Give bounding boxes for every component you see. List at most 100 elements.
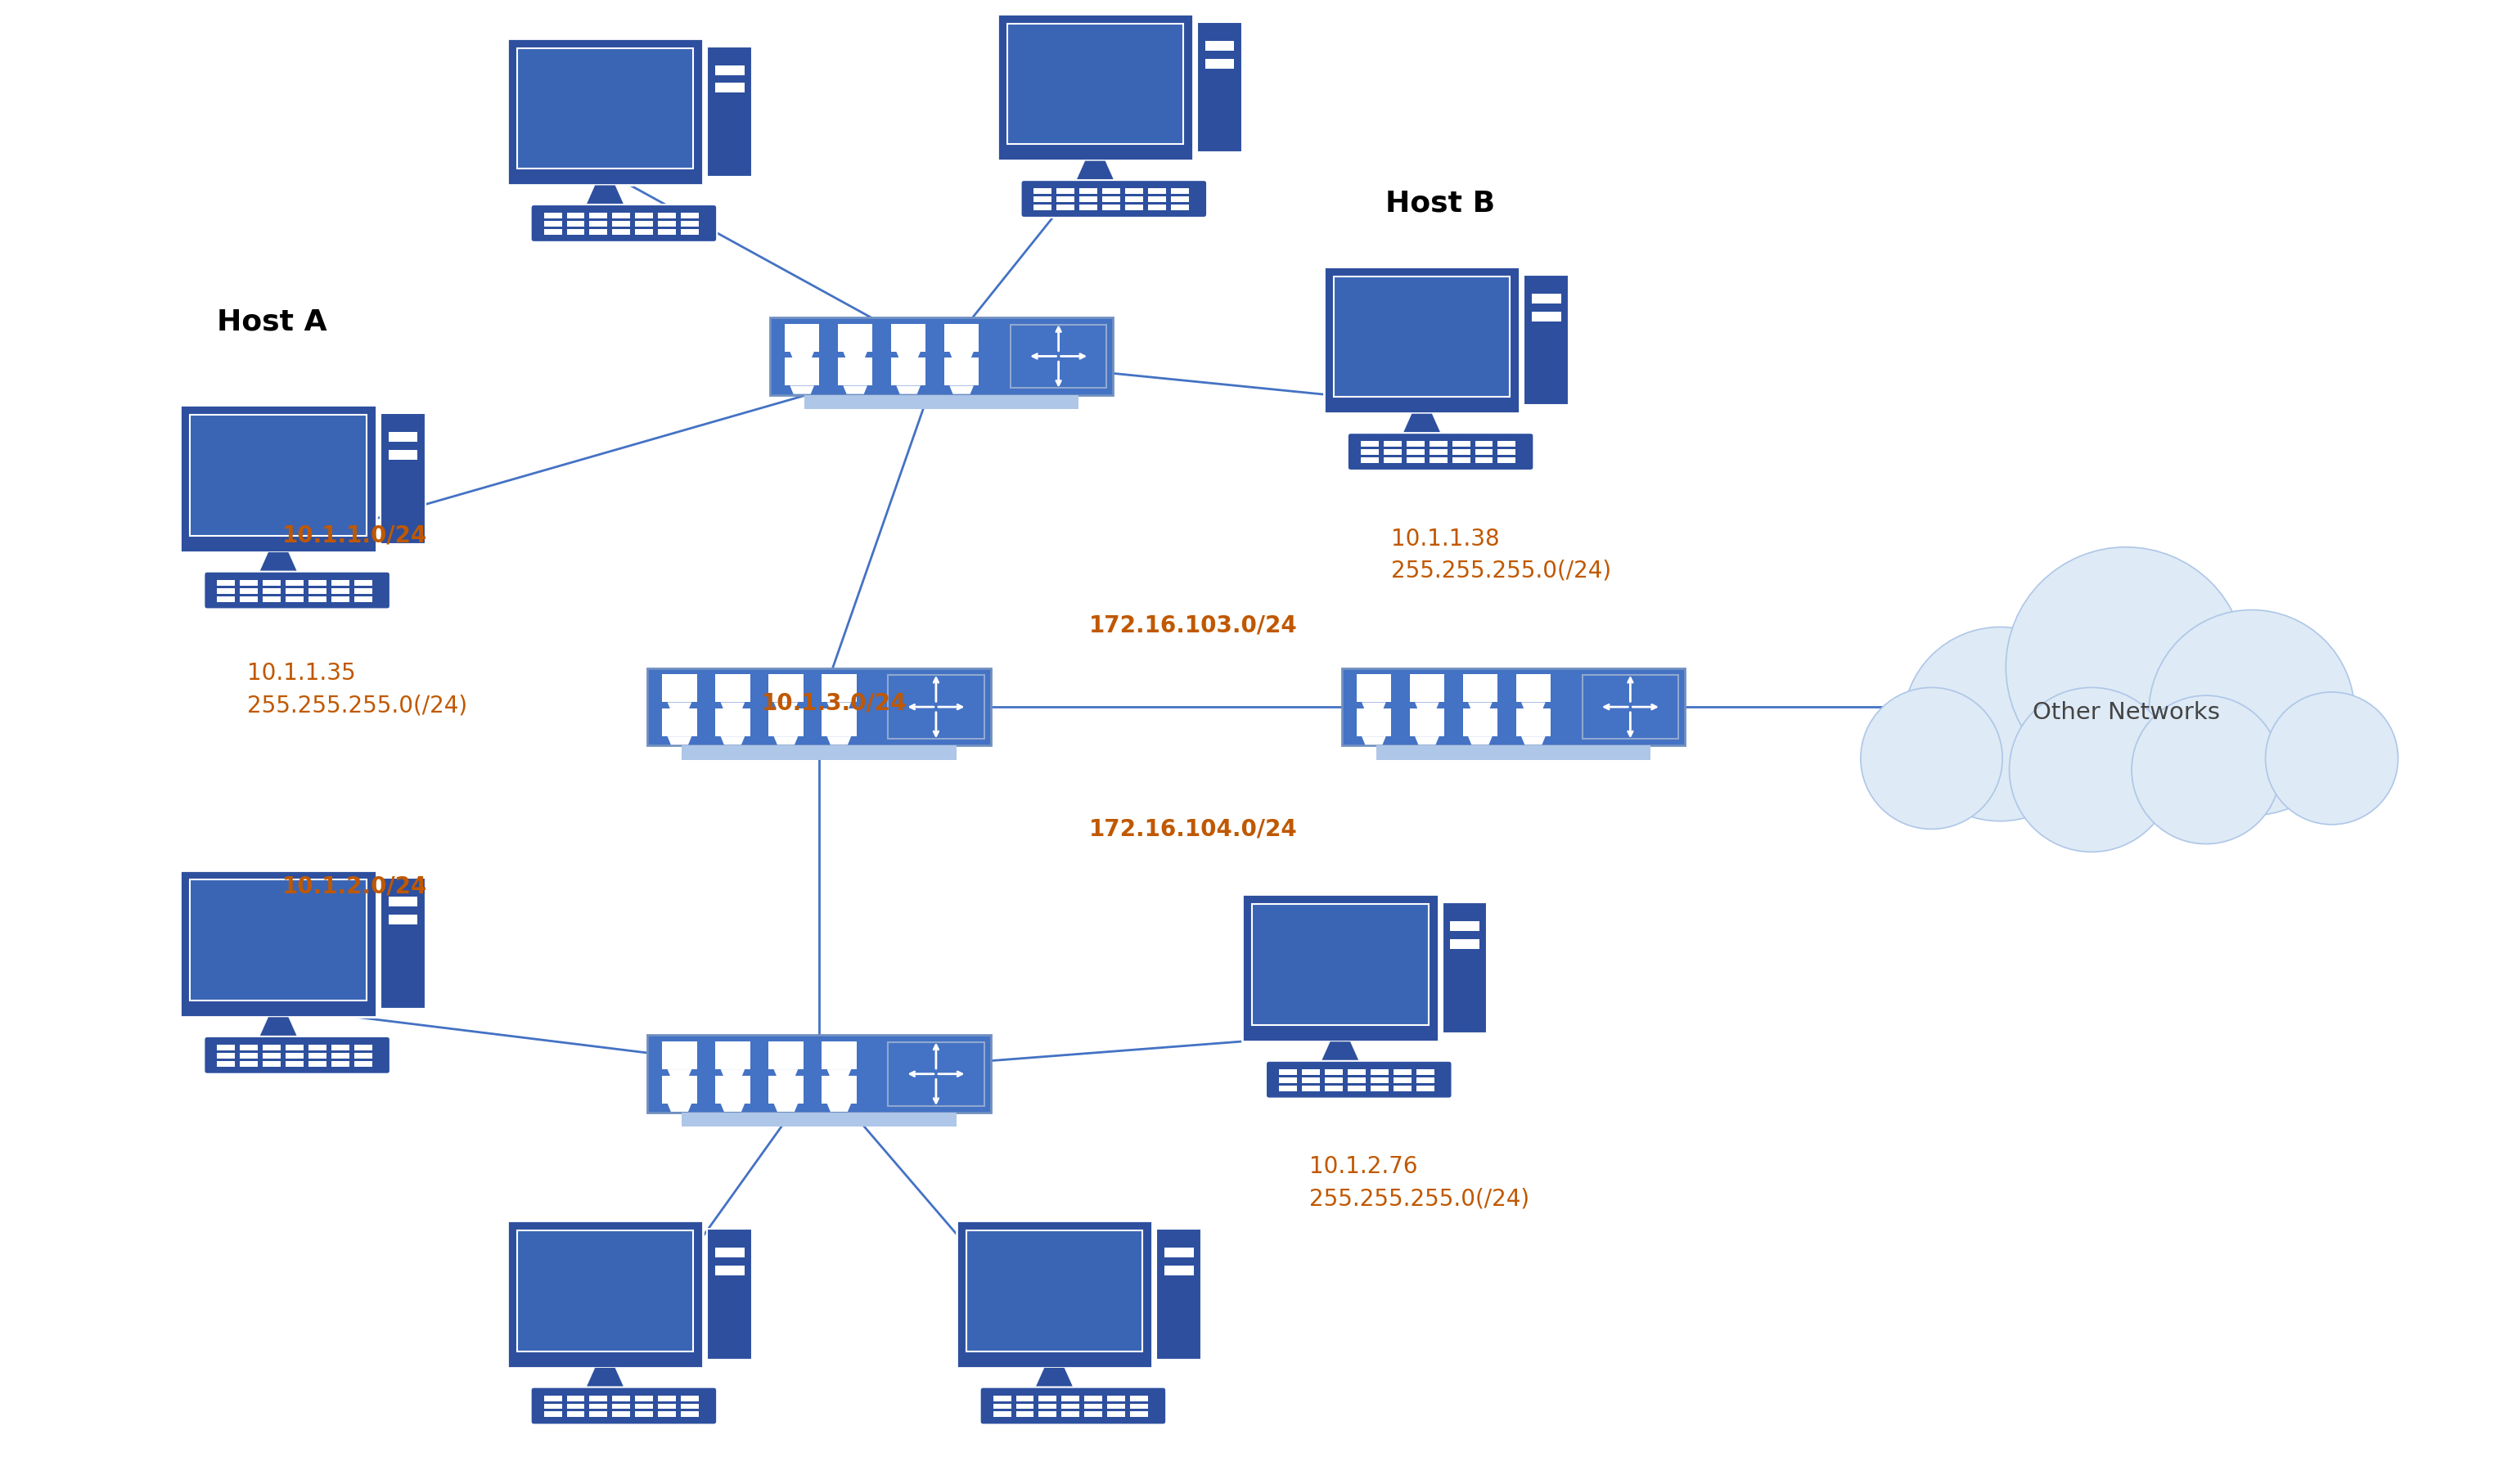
FancyBboxPatch shape: [657, 212, 677, 218]
Polygon shape: [828, 736, 851, 745]
FancyBboxPatch shape: [262, 1061, 282, 1067]
FancyBboxPatch shape: [239, 580, 257, 585]
FancyBboxPatch shape: [785, 324, 821, 352]
FancyBboxPatch shape: [287, 1045, 305, 1051]
Polygon shape: [828, 1104, 851, 1112]
FancyBboxPatch shape: [1301, 1085, 1319, 1091]
FancyBboxPatch shape: [216, 588, 234, 594]
FancyBboxPatch shape: [1362, 441, 1379, 447]
FancyBboxPatch shape: [216, 1052, 234, 1058]
FancyBboxPatch shape: [1417, 1077, 1435, 1083]
FancyBboxPatch shape: [1347, 433, 1533, 470]
FancyBboxPatch shape: [310, 588, 327, 594]
FancyBboxPatch shape: [287, 580, 305, 585]
Polygon shape: [720, 1104, 745, 1112]
FancyBboxPatch shape: [1040, 1411, 1057, 1417]
FancyBboxPatch shape: [662, 1076, 697, 1104]
Circle shape: [1903, 628, 2097, 821]
FancyBboxPatch shape: [1148, 196, 1165, 202]
FancyBboxPatch shape: [191, 416, 367, 536]
FancyBboxPatch shape: [1266, 1061, 1452, 1098]
FancyBboxPatch shape: [1148, 188, 1165, 194]
FancyBboxPatch shape: [1357, 674, 1392, 702]
FancyBboxPatch shape: [216, 580, 234, 585]
FancyBboxPatch shape: [662, 1042, 697, 1070]
FancyBboxPatch shape: [1384, 441, 1402, 447]
Text: 10.1.2.76
255.255.255.0(/24): 10.1.2.76 255.255.255.0(/24): [1309, 1156, 1530, 1211]
FancyBboxPatch shape: [1125, 205, 1143, 211]
FancyBboxPatch shape: [1384, 450, 1402, 456]
FancyBboxPatch shape: [1430, 457, 1447, 463]
Text: Host A: Host A: [216, 309, 327, 335]
FancyBboxPatch shape: [310, 580, 327, 585]
FancyBboxPatch shape: [1022, 180, 1208, 218]
Polygon shape: [720, 736, 745, 745]
FancyBboxPatch shape: [1279, 1085, 1296, 1091]
FancyBboxPatch shape: [1206, 40, 1233, 50]
FancyBboxPatch shape: [1407, 441, 1425, 447]
FancyBboxPatch shape: [889, 675, 984, 739]
FancyBboxPatch shape: [506, 1221, 702, 1368]
FancyBboxPatch shape: [1057, 188, 1075, 194]
Polygon shape: [584, 1368, 627, 1391]
FancyBboxPatch shape: [707, 46, 753, 177]
FancyBboxPatch shape: [544, 221, 561, 227]
FancyBboxPatch shape: [682, 745, 956, 760]
FancyBboxPatch shape: [287, 1061, 305, 1067]
FancyBboxPatch shape: [1475, 441, 1493, 447]
FancyBboxPatch shape: [566, 1404, 584, 1410]
FancyBboxPatch shape: [707, 1229, 753, 1359]
FancyBboxPatch shape: [1170, 188, 1188, 194]
FancyBboxPatch shape: [682, 1404, 700, 1410]
FancyBboxPatch shape: [262, 588, 282, 594]
FancyBboxPatch shape: [821, 708, 856, 736]
Text: 10.1.1.38
255.255.255.0(/24): 10.1.1.38 255.255.255.0(/24): [1392, 527, 1611, 582]
FancyBboxPatch shape: [544, 1404, 561, 1410]
FancyBboxPatch shape: [1034, 188, 1052, 194]
FancyBboxPatch shape: [239, 597, 257, 601]
FancyBboxPatch shape: [1057, 205, 1075, 211]
Circle shape: [2132, 696, 2280, 844]
FancyBboxPatch shape: [715, 708, 750, 736]
FancyBboxPatch shape: [1243, 895, 1437, 1042]
FancyBboxPatch shape: [1017, 1404, 1034, 1410]
FancyBboxPatch shape: [1130, 1404, 1148, 1410]
FancyBboxPatch shape: [1040, 1404, 1057, 1410]
FancyBboxPatch shape: [388, 896, 418, 907]
FancyBboxPatch shape: [1102, 188, 1120, 194]
FancyBboxPatch shape: [944, 358, 979, 386]
FancyBboxPatch shape: [332, 597, 350, 601]
FancyBboxPatch shape: [1085, 1395, 1102, 1401]
FancyBboxPatch shape: [287, 588, 305, 594]
FancyBboxPatch shape: [544, 1395, 561, 1401]
Polygon shape: [257, 1017, 300, 1040]
FancyBboxPatch shape: [1017, 1411, 1034, 1417]
FancyBboxPatch shape: [768, 1042, 803, 1070]
FancyBboxPatch shape: [634, 1411, 654, 1417]
FancyBboxPatch shape: [1462, 674, 1498, 702]
FancyBboxPatch shape: [181, 405, 378, 552]
FancyBboxPatch shape: [1062, 1411, 1080, 1417]
FancyBboxPatch shape: [1165, 1248, 1193, 1257]
Polygon shape: [1034, 1368, 1075, 1391]
Polygon shape: [828, 702, 851, 711]
FancyBboxPatch shape: [1498, 450, 1515, 456]
FancyBboxPatch shape: [1279, 1077, 1296, 1083]
FancyBboxPatch shape: [657, 1395, 677, 1401]
FancyBboxPatch shape: [355, 588, 373, 594]
Polygon shape: [1415, 736, 1440, 745]
FancyBboxPatch shape: [589, 229, 607, 234]
FancyBboxPatch shape: [544, 212, 561, 218]
FancyBboxPatch shape: [1362, 450, 1379, 456]
Polygon shape: [790, 386, 813, 395]
FancyBboxPatch shape: [287, 1052, 305, 1058]
FancyBboxPatch shape: [239, 588, 257, 594]
FancyBboxPatch shape: [1107, 1411, 1125, 1417]
FancyBboxPatch shape: [1362, 457, 1379, 463]
FancyBboxPatch shape: [967, 1230, 1143, 1352]
FancyBboxPatch shape: [1407, 457, 1425, 463]
FancyBboxPatch shape: [1347, 1077, 1367, 1083]
Circle shape: [2009, 687, 2175, 852]
FancyBboxPatch shape: [1107, 1404, 1125, 1410]
FancyBboxPatch shape: [715, 1266, 745, 1275]
